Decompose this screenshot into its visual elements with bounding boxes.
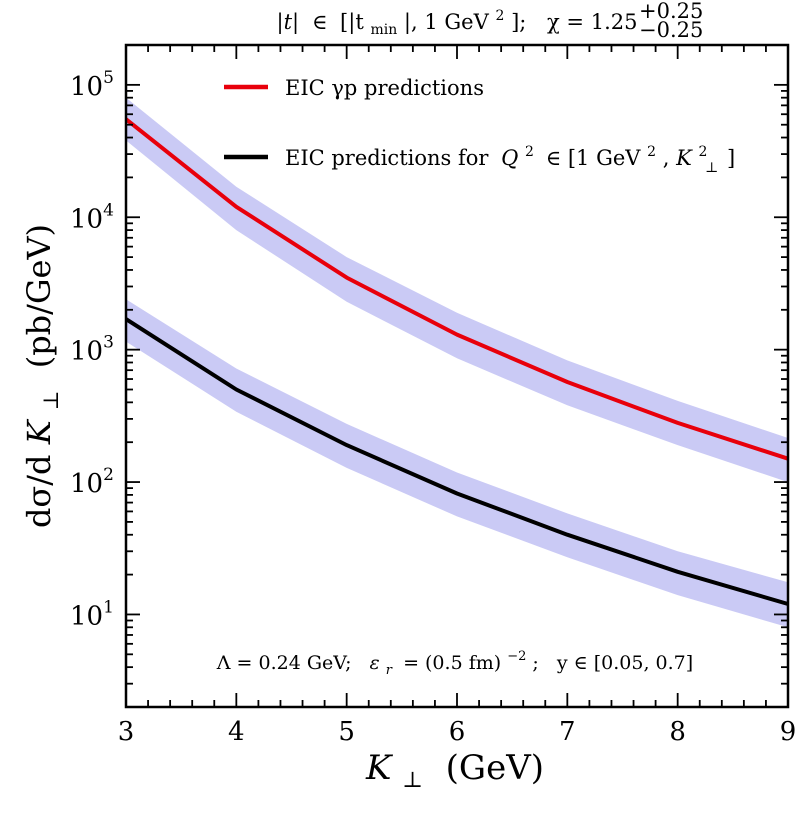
y-tick-exponent: 5	[103, 68, 114, 88]
x-tick-label: 6	[449, 717, 466, 747]
x-tick-label: 4	[228, 717, 245, 747]
annotation-lambda: Λ = 0.24 GeV;	[216, 652, 352, 674]
y-tick-base: 10	[70, 204, 103, 234]
line-series-1	[124, 317, 789, 606]
annotation-semi: ;	[532, 652, 538, 674]
annotation-eps-sub: r	[386, 663, 393, 678]
x-tick-label: 8	[669, 717, 686, 747]
title-chi-sub: −0.25	[639, 18, 703, 42]
y-title-sub: ⊥	[39, 390, 63, 410]
legend-k-sup: 2	[699, 144, 708, 160]
y-tick-exponent: 2	[103, 465, 114, 485]
title-chi: χ = 1.25	[547, 10, 637, 34]
y-tick-base: 10	[70, 469, 103, 499]
legend-in: ∈ [1 GeV	[546, 146, 642, 170]
y-tick-label: 105	[70, 68, 114, 102]
band-series-0	[126, 97, 788, 483]
title-sq: 2	[495, 8, 504, 24]
title-t-abs: |t|	[277, 10, 300, 35]
x-tick-label: 9	[780, 717, 797, 747]
title-tmin-sub: min	[370, 22, 397, 38]
x-title-unit: (GeV)	[446, 748, 544, 788]
y-tick-base: 10	[70, 601, 103, 631]
legend-label-gamma-p: EIC γp predictions	[285, 76, 484, 100]
uncertainty-bands	[126, 97, 788, 628]
y-title-pre: dσ/d	[20, 454, 58, 528]
legend-comma: ,	[663, 146, 676, 170]
title-open: [|t	[340, 10, 364, 35]
annotation-y: y ∈ [0.05, 0.7]	[556, 652, 693, 674]
legend-q-sup: 2	[525, 144, 534, 160]
x-axis-title: K ⊥ (GeV)	[365, 748, 544, 796]
annotation-parameters: Λ = 0.24 GeV; ε r = (0.5 fm) −2 ; y ∈ [0…	[216, 643, 693, 679]
title-close: ];	[511, 10, 526, 34]
line-series-0	[124, 117, 789, 461]
legend-g-sup: 2	[647, 144, 656, 160]
y-tick-label: 103	[70, 333, 114, 367]
annotation-eps-sup: −2	[507, 649, 526, 664]
x-tick-label: 7	[559, 717, 576, 747]
y-tick-exponent: 4	[103, 200, 114, 220]
legend-close: ]	[727, 146, 735, 170]
legend-q: Q	[501, 146, 518, 170]
title-chi-sup: +0.25	[639, 0, 703, 23]
x-title-symbol: K	[365, 748, 394, 788]
y-title-symbol: K	[20, 418, 58, 445]
band-series-1	[126, 299, 788, 628]
title-mid: |, 1 GeV	[404, 10, 490, 35]
y-axis-title: dσ/d K ⊥ (pb/GeV)	[20, 224, 66, 528]
x-tick-label: 5	[338, 717, 355, 747]
legend-pre: EIC predictions for	[285, 146, 489, 170]
y-tick-base: 10	[70, 337, 103, 367]
annotation-eps-rest: = (0.5 fm)	[403, 652, 501, 674]
legend-k: K	[675, 146, 693, 170]
y-tick-exponent: 3	[103, 333, 114, 353]
x-tick-label: 3	[118, 717, 135, 747]
y-tick-label: 102	[70, 465, 114, 499]
y-tick-label: 101	[70, 597, 114, 631]
series-lines	[124, 117, 789, 606]
annotation-eps: ε	[370, 652, 380, 674]
y-tick-base: 10	[70, 72, 103, 102]
legend-k-sub: ⊥	[705, 160, 718, 176]
y-tick-label: 104	[70, 200, 114, 234]
y-tick-exponent: 1	[103, 597, 114, 617]
chart-title: |t| ∈ [|t min |, 1 GeV 2 ]; χ = 1.25	[277, 1, 638, 39]
legend-label-eic-q2: EIC predictions for Q 2 ∈ [1 GeV 2 , K 2…	[285, 137, 735, 177]
x-title-sub: ⊥	[402, 768, 423, 793]
title-in: ∈	[312, 10, 328, 34]
y-title-unit: (pb/GeV)	[20, 224, 58, 368]
